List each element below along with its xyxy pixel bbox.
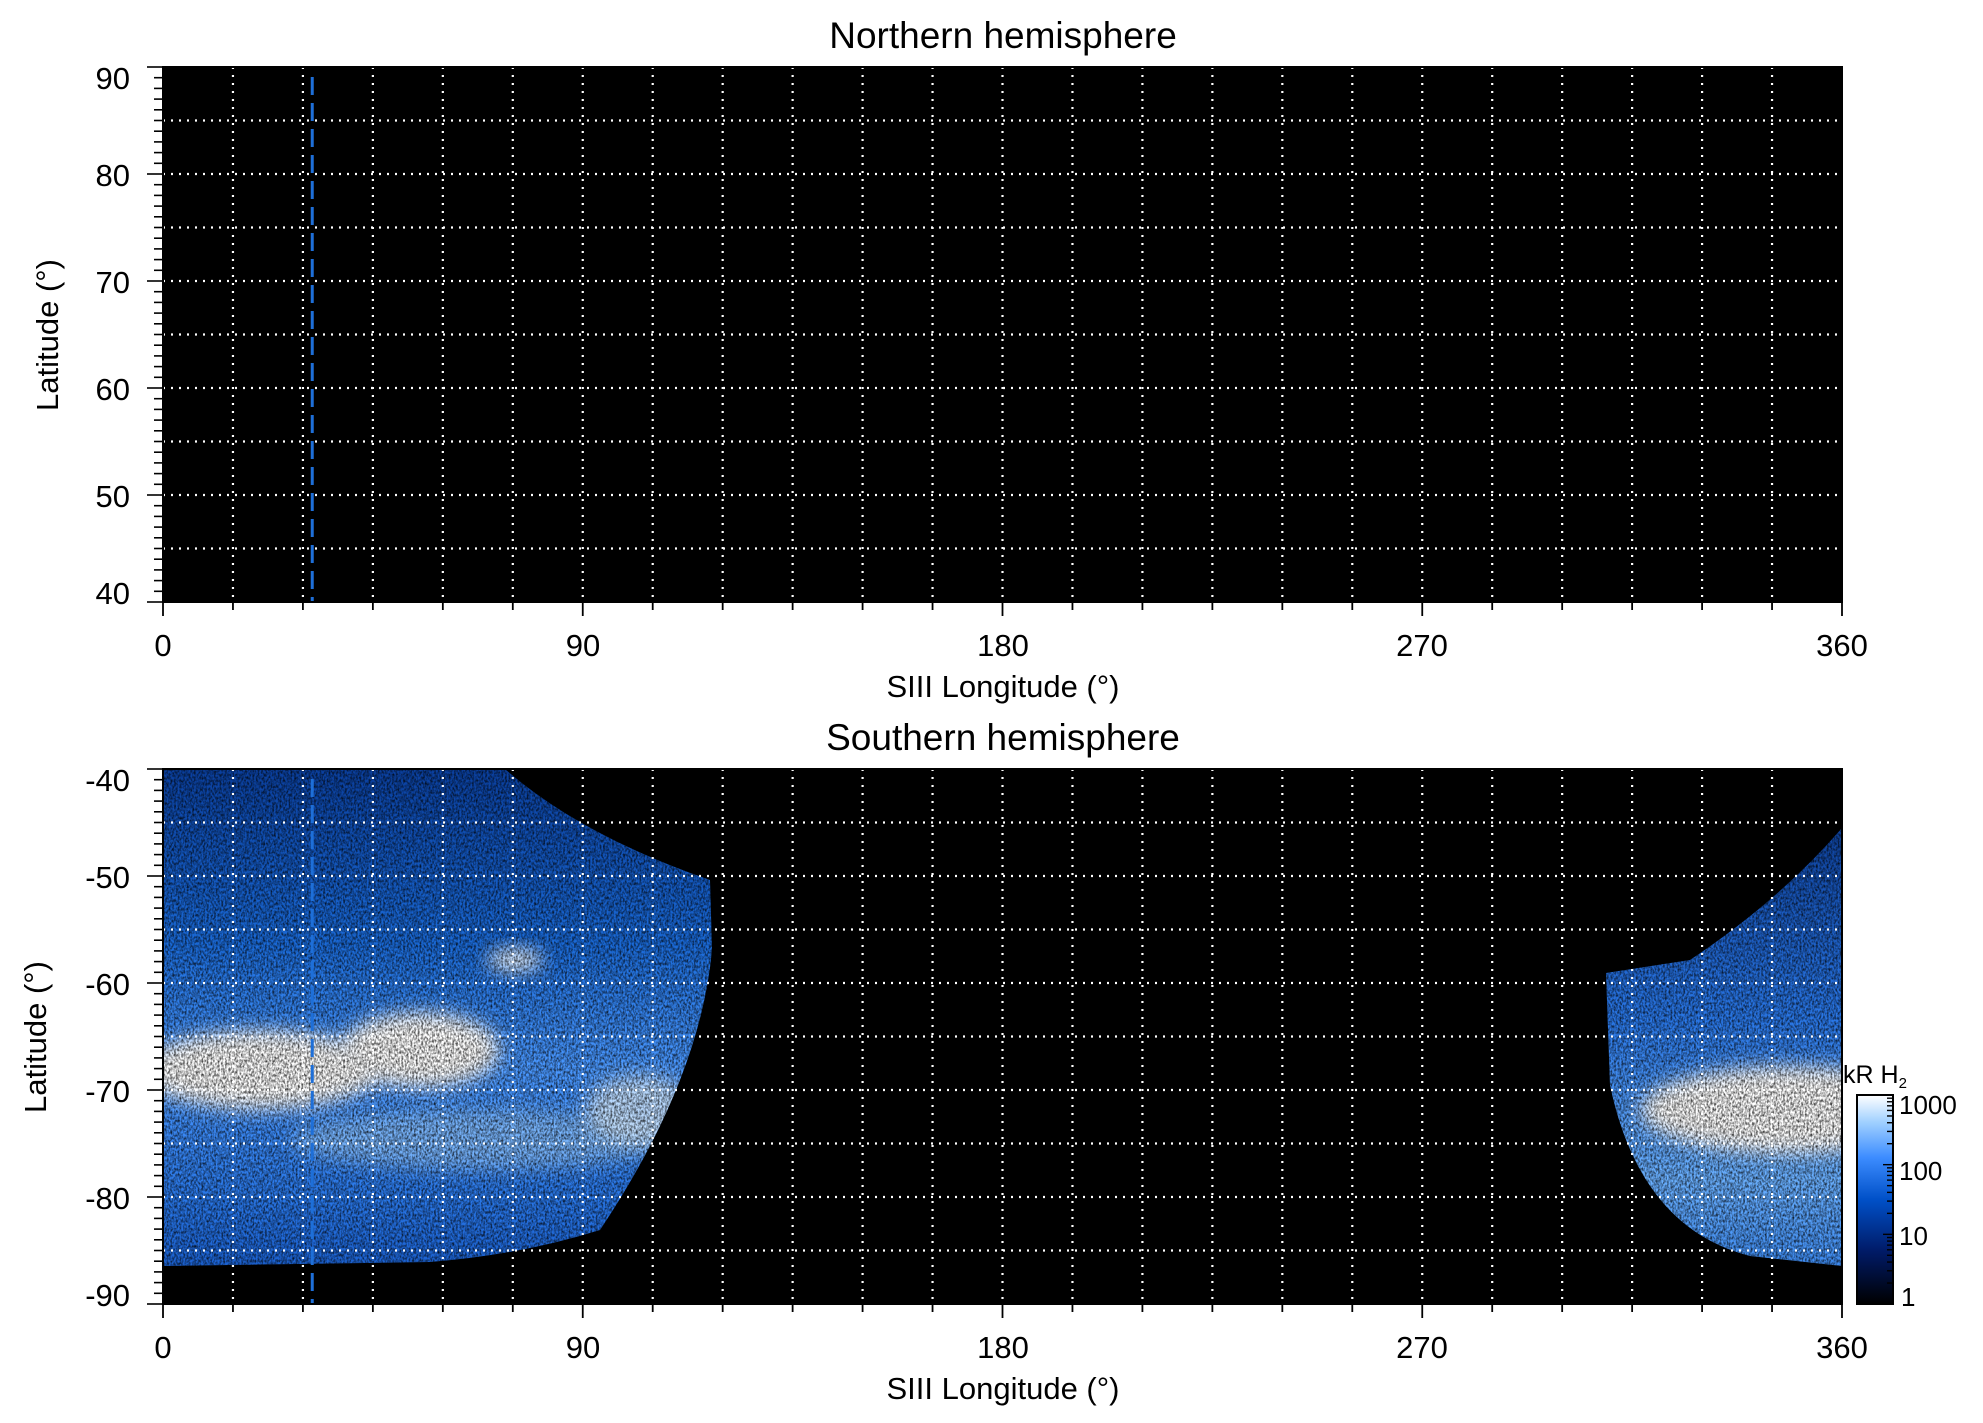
x-tick-labels: 0 90 180 270 360: [154, 1330, 1867, 1365]
x-tick-label: 90: [566, 628, 600, 663]
x-tick-label: 0: [154, 1330, 171, 1365]
chart-title: Southern hemisphere: [826, 717, 1180, 758]
colorbar-tick-label: 1: [1901, 1282, 1915, 1312]
y-tick-label: -50: [85, 860, 130, 895]
colorbar-tick-label: 1000: [1899, 1090, 1957, 1120]
x-tick-label: 270: [1396, 628, 1448, 663]
x-tick-label: 360: [1816, 1330, 1868, 1365]
noise-texture: [163, 769, 712, 1266]
y-axis-label: Latitude (°): [18, 961, 53, 1113]
y-tick-label: -70: [85, 1074, 130, 1109]
y-tick-label: -60: [85, 967, 130, 1002]
y-tick-label: 40: [96, 576, 130, 611]
x-tick-label: 270: [1396, 1330, 1448, 1365]
colorbar-ticks: [1883, 1097, 1893, 1305]
y-tick-label: 80: [96, 158, 130, 193]
grid-lines: [163, 769, 1842, 1304]
y-tick-label: -90: [85, 1278, 130, 1313]
y-tick-label: -80: [85, 1181, 130, 1216]
x-axis-label: SIII Longitude (°): [887, 669, 1120, 704]
y-tick-label: 70: [96, 265, 130, 300]
axis-ticks: [147, 768, 1843, 1318]
y-tick-label: 50: [96, 479, 130, 514]
y-tick-label: -40: [85, 763, 130, 798]
y-tick-label: 90: [96, 61, 130, 96]
x-tick-label: 0: [154, 628, 171, 663]
colorbar: kR H2 1000 100 10 1: [1843, 1061, 1957, 1312]
colorbar-gradient: [1856, 1094, 1894, 1305]
colorbar-title-subscript: 2: [1899, 1075, 1907, 1092]
y-tick-label: 60: [96, 372, 130, 407]
x-tick-labels: 0 90 180 270 360: [154, 628, 1867, 663]
y-tick-labels: -40 -50 -60 -70 -80 -90: [85, 763, 130, 1313]
colorbar-title-text: kR H: [1843, 1061, 1899, 1089]
x-tick-label: 360: [1816, 628, 1868, 663]
x-tick-label: 180: [977, 628, 1029, 663]
y-tick-labels: 90 80 70 60 50 40: [96, 61, 130, 611]
panel-north: Northern hemisphere 90 80 70 60 50 40 0 …: [30, 15, 1868, 704]
colorbar-tick-label: 100: [1899, 1156, 1942, 1186]
grid-lines: [163, 67, 1842, 602]
colorbar-title: kR H2: [1843, 1061, 1907, 1092]
y-axis-label: Latitude (°): [30, 259, 65, 411]
x-axis-label: SIII Longitude (°): [887, 1371, 1120, 1406]
colorbar-tick-label: 10: [1899, 1221, 1928, 1251]
x-tick-label: 180: [977, 1330, 1029, 1365]
panel-south: Southern hemisphere: [18, 717, 1868, 1406]
aurora-emission: [163, 769, 1842, 1266]
x-tick-label: 90: [566, 1330, 600, 1365]
chart-title: Northern hemisphere: [829, 15, 1177, 56]
axis-ticks: [147, 66, 1843, 616]
